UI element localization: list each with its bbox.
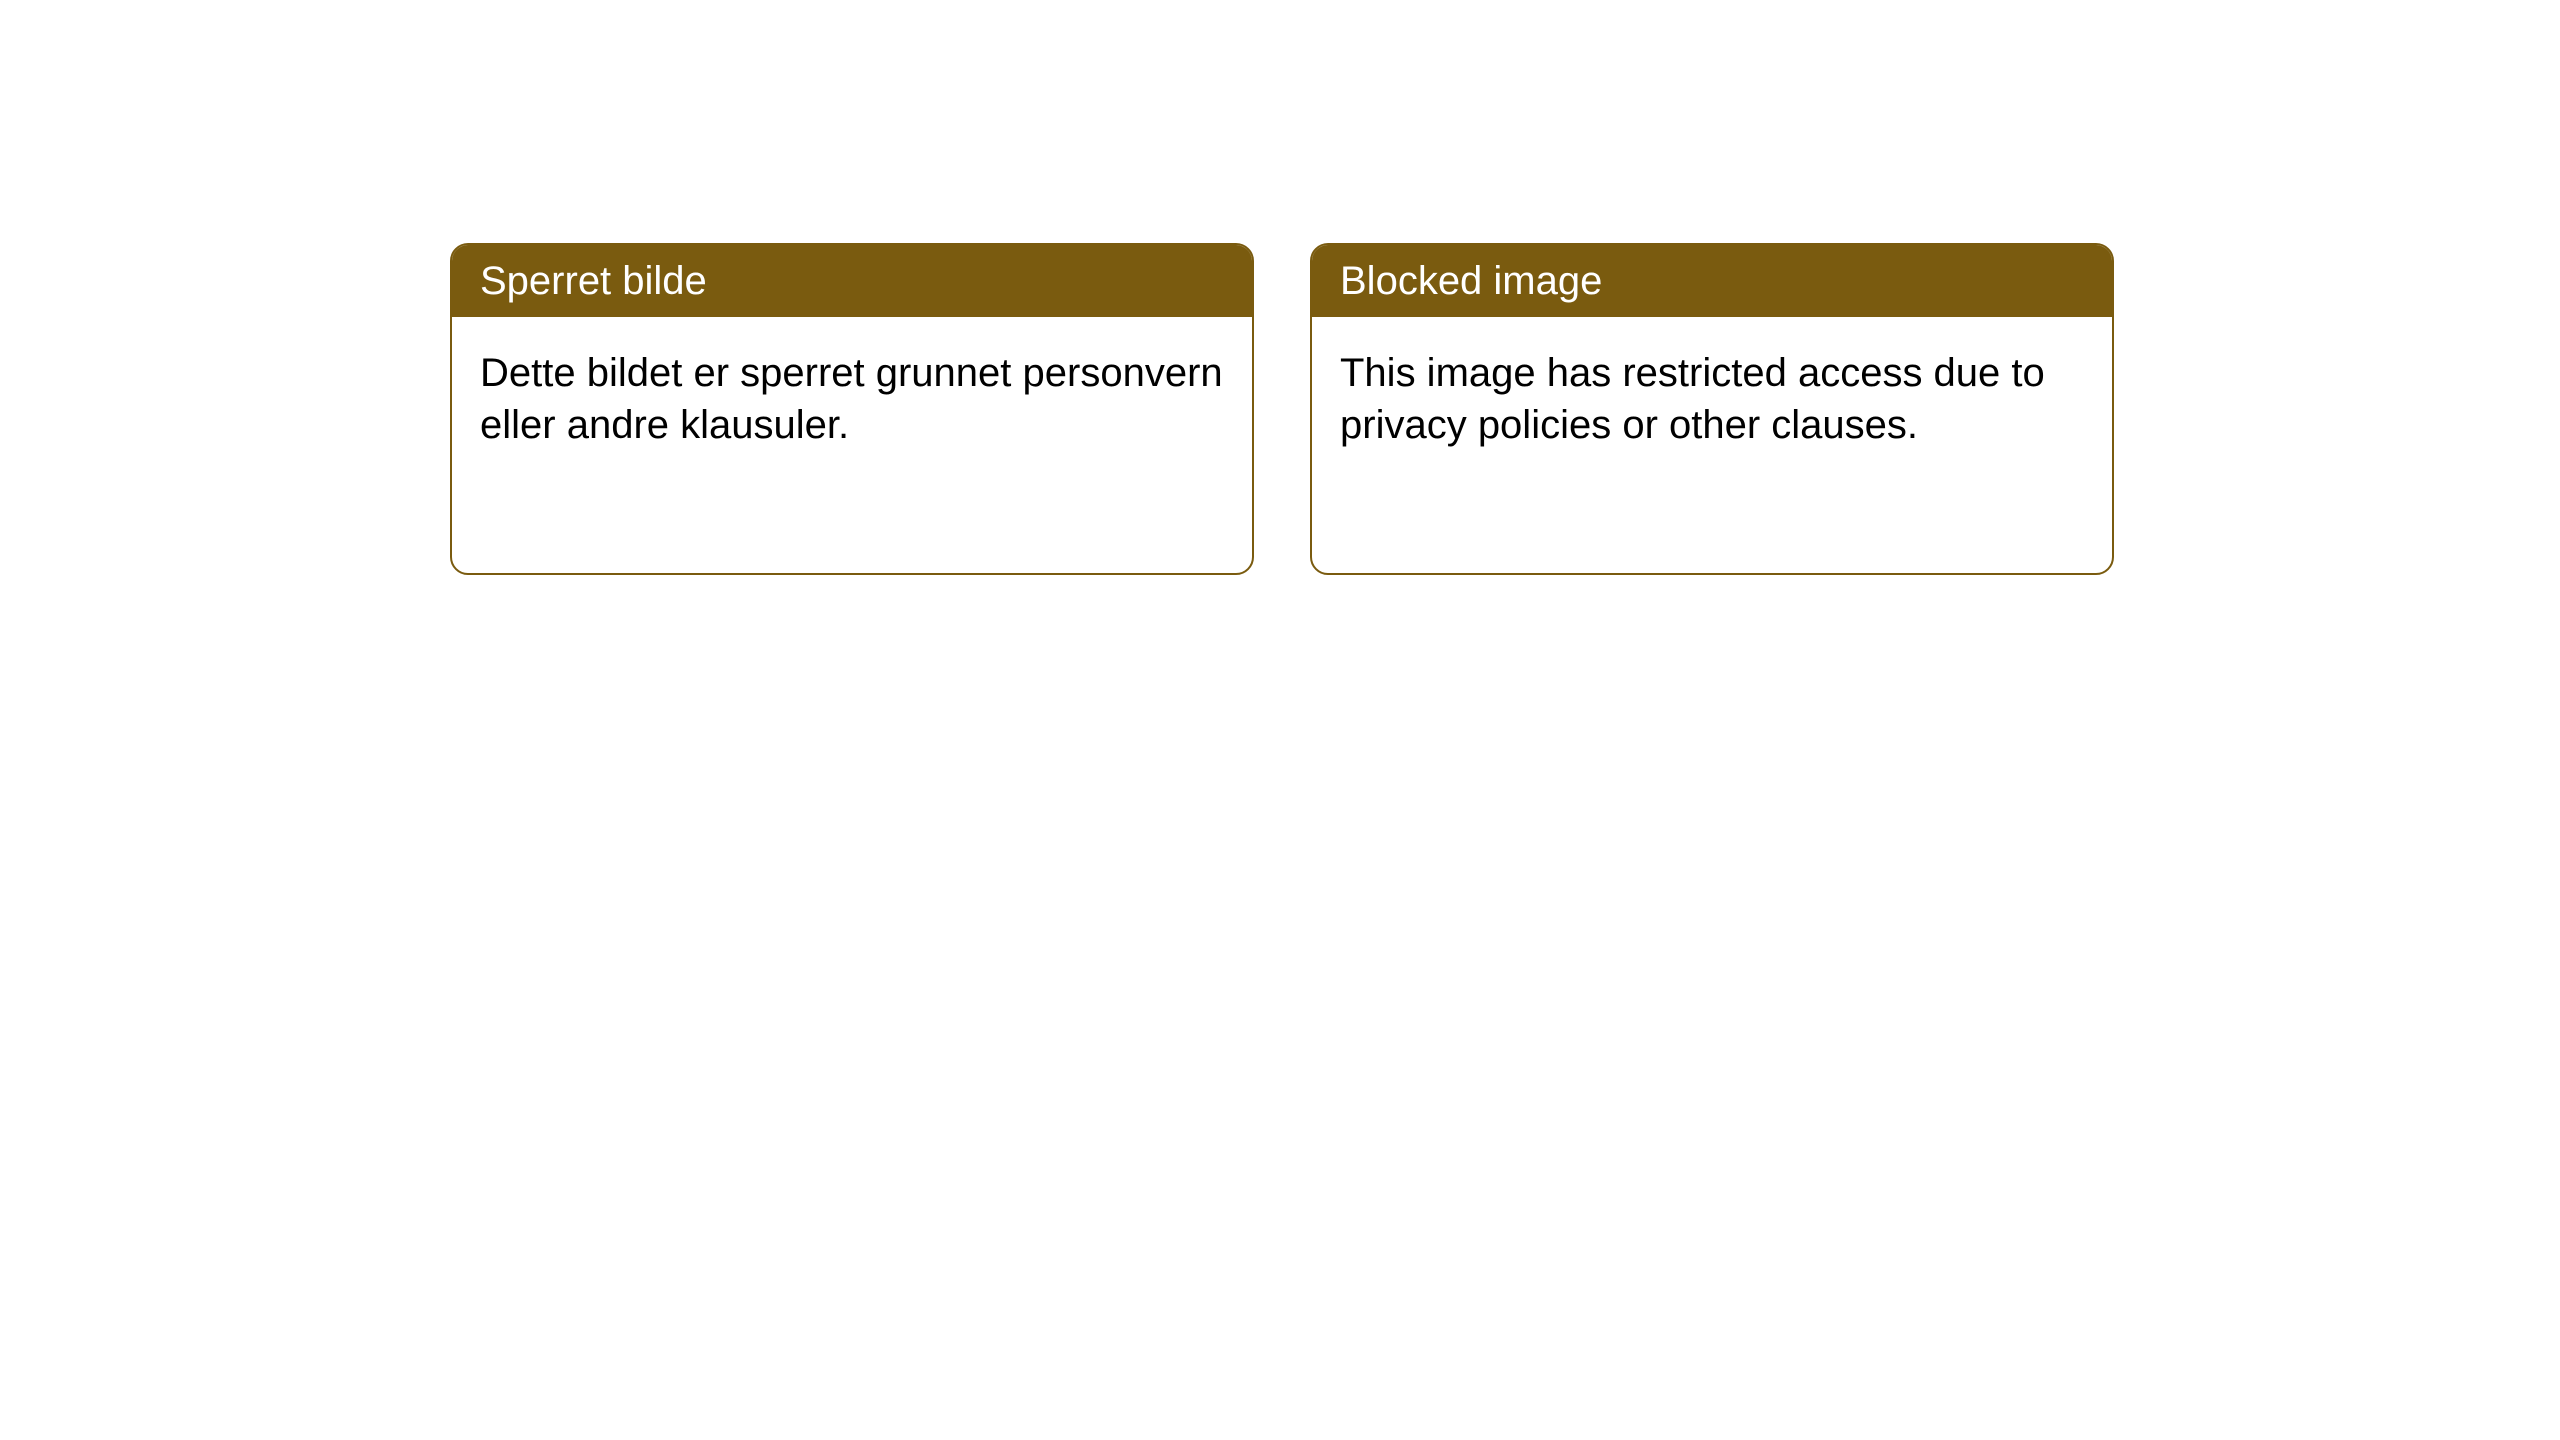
notice-title: Blocked image xyxy=(1340,259,1602,303)
notice-text: Dette bildet er sperret grunnet personve… xyxy=(480,351,1223,447)
notice-text: This image has restricted access due to … xyxy=(1340,351,2045,447)
notice-container: Sperret bilde Dette bildet er sperret gr… xyxy=(450,243,2114,575)
notice-card-norwegian: Sperret bilde Dette bildet er sperret gr… xyxy=(450,243,1254,575)
notice-body: Dette bildet er sperret grunnet personve… xyxy=(452,317,1252,481)
notice-header: Sperret bilde xyxy=(452,245,1252,317)
notice-card-english: Blocked image This image has restricted … xyxy=(1310,243,2114,575)
notice-title: Sperret bilde xyxy=(480,259,707,303)
notice-body: This image has restricted access due to … xyxy=(1312,317,2112,481)
notice-header: Blocked image xyxy=(1312,245,2112,317)
